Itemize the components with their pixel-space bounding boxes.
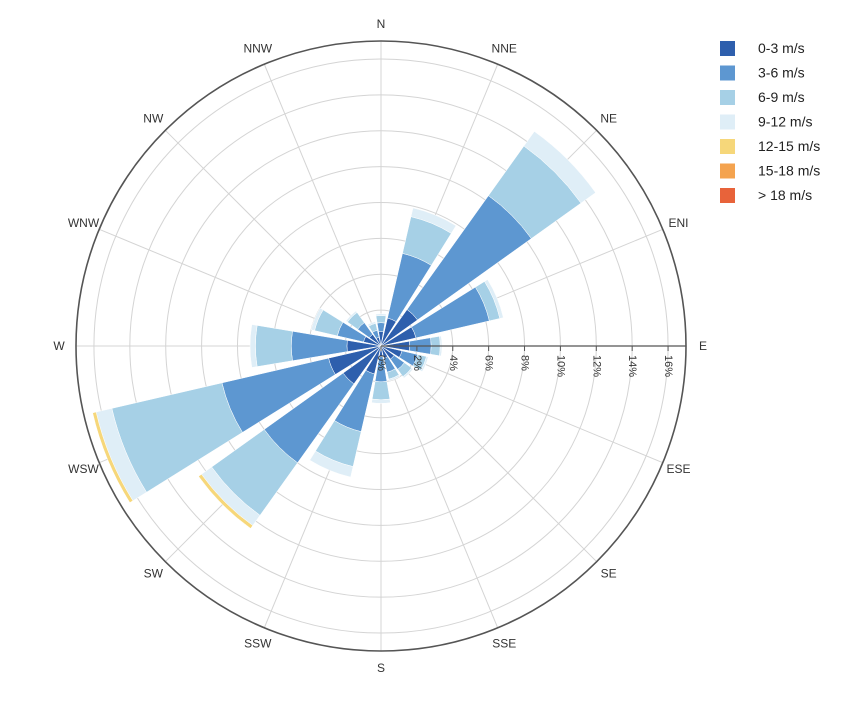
radial-tick-label: 8% (519, 355, 531, 371)
direction-label-wsw: WSW (68, 462, 99, 476)
direction-label-nnw: NNW (243, 42, 272, 56)
direction-label-nw: NW (143, 111, 164, 125)
legend-label: 15-18 m/s (758, 163, 820, 179)
legend-swatch (720, 114, 735, 130)
sector-w-series-2 (255, 325, 293, 367)
direction-label-nne: NNE (492, 42, 517, 56)
sector-sw-series-4 (198, 473, 254, 529)
wind-sectors (92, 131, 596, 529)
radial-tick-label: 0% (375, 355, 387, 371)
direction-label-sw: SW (144, 567, 164, 581)
sector-sse-series-3 (388, 374, 401, 382)
sector-ene-series-3 (484, 279, 504, 319)
sector-nne-series-3 (410, 207, 457, 234)
radial-tick-label: 10% (554, 355, 566, 377)
direction-label-w: W (53, 339, 65, 353)
legend-label: 12-15 m/s (758, 138, 820, 154)
direction-labels: N NNE NE ENI E ESE SE SSE S SSW SW WSW W WNW NW NNW (53, 17, 707, 675)
sector-ese-series-3 (420, 356, 429, 372)
radial-tick-label: 4% (447, 355, 459, 371)
radial-tick-label: 14% (626, 355, 638, 377)
legend: 0-3 m/s 3-6 m/s 6-9 m/s 9-12 m/s 12-15 m/s 15… (720, 40, 820, 203)
sector-wsw-series-4 (92, 411, 134, 503)
sector-nw-series-3 (345, 310, 358, 323)
radial-tick-label: 2% (411, 355, 423, 371)
sector-ssw-series-3 (309, 450, 354, 478)
legend-label: 6-9 m/s (758, 89, 805, 105)
radial-tick-label: 16% (662, 355, 674, 377)
direction-label-e: E (699, 339, 707, 353)
legend-swatch (720, 163, 735, 179)
sector-se-series-3 (402, 367, 414, 379)
legend-label: 9-12 m/s (758, 114, 812, 130)
grid-spoke (263, 64, 382, 347)
grid-spoke (380, 345, 663, 464)
legend-swatch (720, 65, 735, 81)
direction-label-sse: SSE (492, 636, 516, 650)
sector-s-series-2 (371, 381, 391, 401)
radial-tick-label: 6% (483, 355, 495, 371)
direction-label-s: S (377, 661, 385, 675)
sector-w-series-3 (249, 324, 258, 368)
legend-swatch (720, 90, 735, 105)
sector-n-series-3 (375, 313, 387, 317)
sector-nnw-series-3 (367, 321, 377, 327)
legend-swatch (720, 188, 735, 203)
direction-label-ne: NE (600, 111, 617, 125)
radial-tick-label: 12% (590, 355, 602, 377)
legend-label: > 18 m/s (758, 187, 812, 203)
sector-n-series-1 (376, 322, 386, 333)
direction-label-ese: ESE (666, 462, 690, 476)
grid-spoke (380, 345, 499, 628)
legend-label: 0-3 m/s (758, 40, 805, 56)
grid-spoke (380, 345, 598, 563)
legend-swatch (720, 139, 735, 154)
sector-wnw-series-3 (310, 307, 324, 331)
sector-ne-series-3 (523, 131, 596, 204)
direction-label-ene: ENI (668, 216, 688, 230)
radial-axis: 0% 2% 4% 6% 8% 10% 12% 14% 16% (375, 345, 686, 377)
direction-label-ssw: SSW (244, 636, 272, 650)
grid-spoke (164, 129, 382, 347)
legend-label: 3-6 m/s (758, 65, 805, 81)
direction-label-wnw: WNW (68, 216, 100, 230)
sector-n-series-2 (375, 315, 387, 324)
direction-label-n: N (377, 17, 386, 31)
sector-s-series-3 (371, 398, 391, 404)
legend-swatch (720, 41, 735, 56)
direction-label-se: SE (601, 567, 617, 581)
